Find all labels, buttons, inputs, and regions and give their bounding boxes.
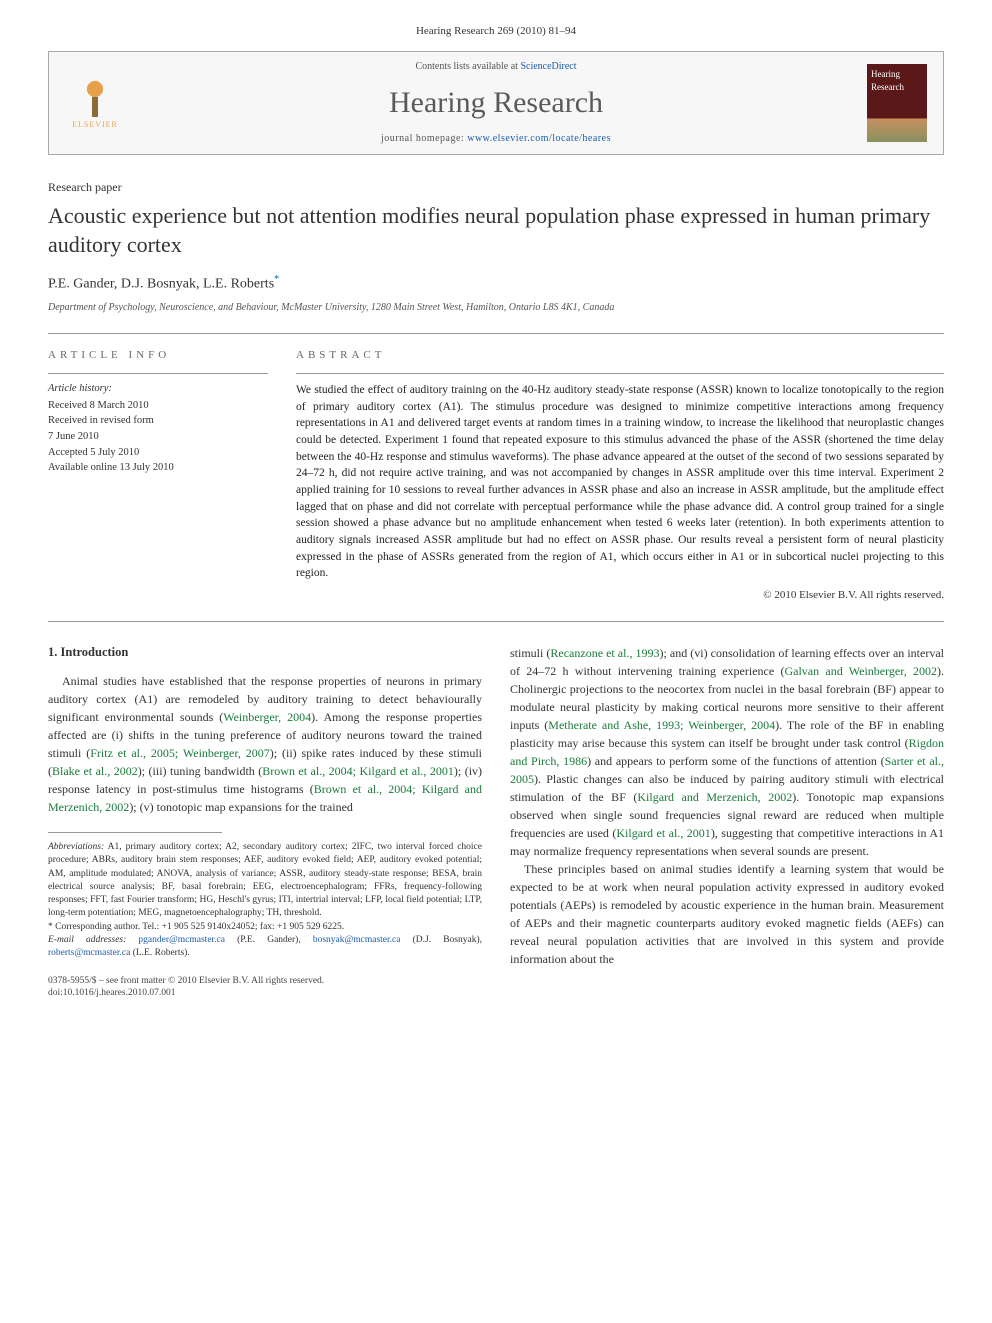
elsevier-logo: ELSEVIER xyxy=(65,73,125,133)
header-center: Contents lists available at ScienceDirec… xyxy=(125,60,867,146)
authors: P.E. Gander, D.J. Bosnyak, L.E. Roberts xyxy=(48,277,274,292)
affiliation: Department of Psychology, Neuroscience, … xyxy=(48,301,944,315)
elsevier-label: ELSEVIER xyxy=(72,119,118,130)
contents-available-line: Contents lists available at ScienceDirec… xyxy=(125,60,867,74)
corresponding-footnote: * Corresponding author. Tel.: +1 905 525… xyxy=(48,921,482,934)
article-info-heading: ARTICLE INFO xyxy=(48,348,268,363)
email-who-3: (L.E. Roberts). xyxy=(130,948,189,958)
journal-header-box: ELSEVIER Contents lists available at Sci… xyxy=(48,51,944,155)
body-columns: 1. Introduction Animal studies have esta… xyxy=(48,644,944,999)
sciencedirect-link[interactable]: ScienceDirect xyxy=(520,61,576,72)
divider xyxy=(48,333,944,334)
intro-para-2: stimuli (Recanzone et al., 1993); and (v… xyxy=(510,644,944,860)
left-column: 1. Introduction Animal studies have esta… xyxy=(48,644,482,999)
history-revised-2: 7 June 2010 xyxy=(48,430,268,445)
front-matter-line: 0378-5955/$ – see front matter © 2010 El… xyxy=(48,975,482,987)
abstract-text: We studied the effect of auditory traini… xyxy=(296,382,944,582)
corr-text: Tel.: +1 905 525 9140x24052; fax: +1 905… xyxy=(142,922,344,932)
doi-line: doi:10.1016/j.heares.2010.07.001 xyxy=(48,987,482,999)
email-link-1[interactable]: pgander@mcmaster.ca xyxy=(138,935,225,945)
email-who-1: (P.E. Gander), xyxy=(225,935,313,945)
footnote-separator xyxy=(48,832,222,833)
abbrev-label: Abbreviations: xyxy=(48,842,104,852)
history-accepted: Accepted 5 July 2010 xyxy=(48,446,268,461)
divider-2 xyxy=(48,621,944,622)
intro-para-3: These principles based on animal studies… xyxy=(510,860,944,968)
t: stimuli ( xyxy=(510,646,550,660)
email-label: E-mail addresses: xyxy=(48,935,138,945)
homepage-line: journal homepage: www.elsevier.com/locat… xyxy=(125,132,867,146)
ref-link[interactable]: Blake et al., 2002 xyxy=(52,764,138,778)
ref-link[interactable]: Fritz et al., 2005; Weinberger, 2007 xyxy=(90,746,270,760)
ref-link[interactable]: Weinberger, 2004 xyxy=(223,710,311,724)
journal-name: Hearing Research xyxy=(125,82,867,124)
homepage-prefix: journal homepage: xyxy=(381,133,467,144)
article-title: Acoustic experience but not attention mo… xyxy=(48,202,944,259)
ref-link[interactable]: Brown et al., 2004; Kilgard et al., 2001 xyxy=(262,764,454,778)
t: ); (iii) tuning bandwidth ( xyxy=(138,764,263,778)
ref-link[interactable]: Galvan and Weinberger, 2002 xyxy=(784,664,937,678)
history-label: Article history: xyxy=(48,382,268,397)
paper-type: Research paper xyxy=(48,179,944,196)
corresponding-mark: * xyxy=(274,274,279,285)
history-revised-1: Received in revised form xyxy=(48,414,268,429)
abstract-column: ABSTRACT We studied the effect of audito… xyxy=(296,348,944,604)
footer-meta: 0378-5955/$ – see front matter © 2010 El… xyxy=(48,975,482,1000)
abbrev-text: A1, primary auditory cortex; A2, seconda… xyxy=(48,842,482,918)
emails-footnote: E-mail addresses: pgander@mcmaster.ca (P… xyxy=(48,934,482,961)
t: ); (v) tonotopic map expansions for the … xyxy=(129,800,353,814)
abstract-heading: ABSTRACT xyxy=(296,348,944,363)
abstract-copyright: © 2010 Elsevier B.V. All rights reserved… xyxy=(296,588,944,603)
homepage-link[interactable]: www.elsevier.com/locate/heares xyxy=(467,133,611,144)
journal-cover-thumbnail: Hearing Research xyxy=(867,64,927,142)
info-divider xyxy=(48,373,268,374)
intro-heading: 1. Introduction xyxy=(48,644,482,662)
contents-prefix: Contents lists available at xyxy=(415,61,520,72)
history-received: Received 8 March 2010 xyxy=(48,399,268,414)
ref-link[interactable]: Kilgard et al., 2001 xyxy=(616,826,710,840)
email-who-2: (D.J. Bosnyak), xyxy=(400,935,482,945)
article-info-column: ARTICLE INFO Article history: Received 8… xyxy=(48,348,268,604)
email-link-3[interactable]: roberts@mcmaster.ca xyxy=(48,948,130,958)
t: ) and appears to perform some of the fun… xyxy=(587,754,884,768)
email-link-2[interactable]: bosnyak@mcmaster.ca xyxy=(313,935,401,945)
abbreviations-footnote: Abbreviations: A1, primary auditory cort… xyxy=(48,841,482,921)
corr-label: * Corresponding author. xyxy=(48,922,142,932)
journal-citation-header: Hearing Research 269 (2010) 81–94 xyxy=(48,24,944,39)
ref-link[interactable]: Recanzone et al., 1993 xyxy=(550,646,659,660)
authors-line: P.E. Gander, D.J. Bosnyak, L.E. Roberts* xyxy=(48,273,944,294)
right-column: stimuli (Recanzone et al., 1993); and (v… xyxy=(510,644,944,999)
abstract-divider xyxy=(296,373,944,374)
ref-link[interactable]: Kilgard and Merzenich, 2002 xyxy=(637,790,792,804)
ref-link[interactable]: Metherate and Ashe, 1993; Weinberger, 20… xyxy=(548,718,775,732)
elsevier-tree-icon xyxy=(75,77,115,117)
intro-para-1: Animal studies have established that the… xyxy=(48,672,482,816)
history-online: Available online 13 July 2010 xyxy=(48,461,268,476)
info-abstract-row: ARTICLE INFO Article history: Received 8… xyxy=(48,348,944,604)
